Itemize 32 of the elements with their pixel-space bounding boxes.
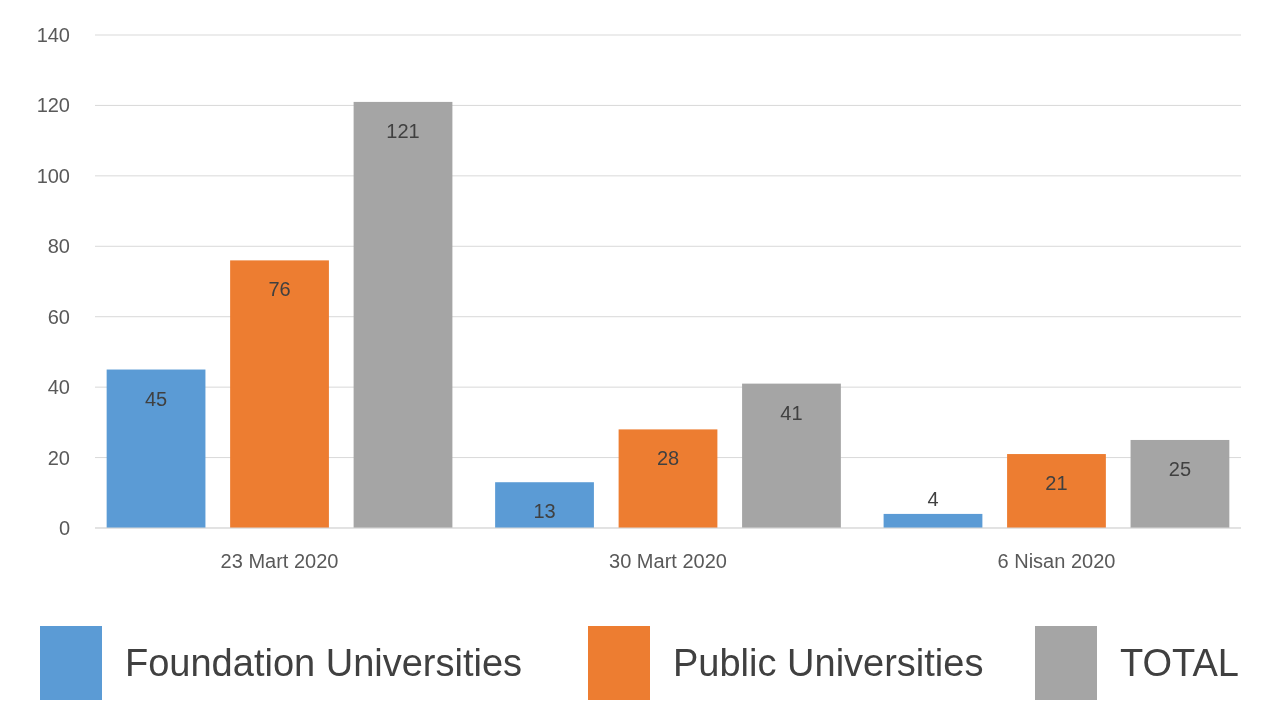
data-label: 13: [533, 500, 556, 523]
bar: [1130, 439, 1230, 528]
x-tick-label: 6 Nisan 2020: [997, 550, 1116, 572]
legend-label: Foundation Universities: [125, 642, 523, 685]
y-tick-label: 80: [47, 235, 70, 258]
y-tick-label: 140: [36, 24, 70, 46]
data-label: 28: [656, 447, 680, 470]
data-label: 21: [1045, 472, 1068, 495]
x-tick-label: 30 Mart 2020: [609, 550, 727, 572]
data-label: 76: [268, 278, 291, 301]
y-tick-label: 100: [36, 164, 70, 187]
bar: [495, 482, 594, 528]
data-label: 45: [144, 387, 168, 410]
y-tick-label: 0: [58, 517, 70, 539]
bar: [742, 383, 841, 528]
data-label: 25: [1168, 457, 1192, 480]
legend-label: Public Universities: [673, 642, 984, 685]
bar: [230, 260, 329, 528]
bar: [106, 369, 206, 528]
y-tick-label: 60: [47, 305, 70, 328]
y-tick-label: 40: [47, 376, 70, 399]
y-tick-label: 20: [47, 446, 70, 469]
data-label: 41: [780, 401, 803, 424]
bar: [883, 513, 983, 528]
data-label: 4: [927, 487, 939, 510]
bar: [618, 429, 718, 528]
bar: [1007, 454, 1106, 528]
bar: [353, 101, 453, 528]
legend-label: TOTAL: [1120, 642, 1239, 685]
y-tick-label: 120: [36, 94, 70, 117]
data-label: 121: [386, 119, 420, 142]
x-tick-label: 23 Mart 2020: [220, 550, 339, 572]
